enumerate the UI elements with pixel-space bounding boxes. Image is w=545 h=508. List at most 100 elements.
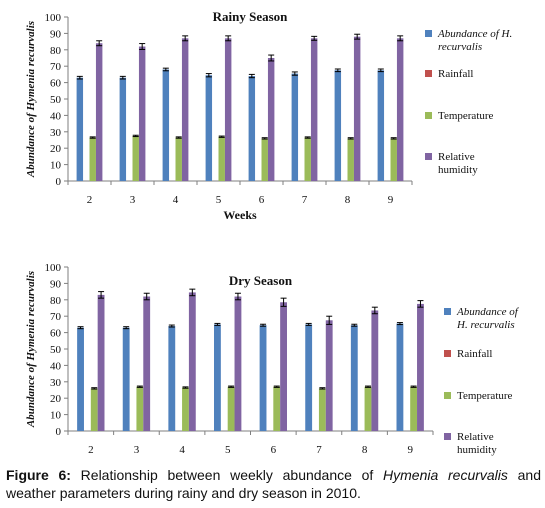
bar-4-week-3 [138,46,146,181]
bar-1-week-8 [350,325,358,431]
x-tick-label: 9 [407,444,413,456]
bar-3-week-3 [136,386,144,431]
y-tick-label: 30 [50,127,62,139]
bar-1-week-4 [168,326,176,431]
y-tick-label: 0 [56,426,62,438]
bar-3-week-9 [410,386,418,431]
y-tick-label: 70 [50,311,62,323]
x-tick-label: 2 [87,194,93,206]
y-tick-label: 20 [50,393,62,405]
chart-title: Dry Season [229,273,293,288]
legend-label: Rainfall [457,348,492,360]
bar-1-week-8 [334,70,342,181]
legend-label: Temperature [457,390,513,402]
legend-swatch [444,350,451,357]
x-tick-label: 9 [388,194,394,206]
bar-1-week-6 [259,325,267,431]
x-tick-label: 4 [173,194,179,206]
bar-3-week-7 [318,388,326,431]
y-tick-label: 60 [50,78,62,90]
bar-4-week-3 [143,296,151,431]
legend-swatch [425,153,432,160]
y-tick-label: 20 [50,143,62,155]
x-tick-label: 3 [130,194,136,206]
y-tick-label: 0 [56,176,62,188]
y-tick-label: 80 [50,45,62,57]
bar-1-week-6 [248,76,256,181]
caption-text-end: and weather parameters during rainy and … [6,467,541,501]
y-tick-label: 40 [50,360,62,372]
bar-1-week-2 [77,327,84,431]
y-tick-label: 90 [50,278,62,290]
bar-1-week-5 [205,75,213,181]
legend-label: Relative [438,151,475,163]
bar-3-week-5 [218,136,225,181]
y-axis-label: Abundance of Hymenia recurvalis [25,21,37,178]
bar-4-week-5 [224,38,232,181]
bar-1-week-9 [396,323,404,431]
bar-4-week-5 [234,296,242,431]
legend-label: H. recurvalis [456,319,515,331]
bar-1-week-5 [214,324,221,431]
y-tick-label: 40 [50,110,62,122]
x-axis-label: Weeks [223,208,257,222]
bar-4-week-4 [181,38,189,181]
bar-4-week-8 [353,36,361,182]
bar-1-week-7 [305,324,313,431]
chart-title: Rainy Season [213,9,289,24]
y-tick-label: 50 [50,344,62,356]
x-tick-label: 6 [259,194,265,206]
x-tick-label: 7 [302,194,308,206]
bar-4-week-2 [95,43,103,181]
legend-swatch [425,30,432,37]
chart-rainy: Rainy Season 0 10 20 30 40 50 60 70 80 90 100 Abunda… [25,9,512,222]
bar-4-week-7 [325,320,333,431]
y-tick-label: 70 [50,61,62,73]
legend-swatch [444,433,451,440]
x-tick-label: 6 [271,444,277,456]
bar-3-week-6 [273,386,281,431]
y-tick-label: 100 [45,262,62,274]
legend-swatch [425,70,432,77]
legend-label: Temperature [438,110,494,122]
legend-label: Abundance of [456,306,520,318]
y-axis-label: Abundance of Hymenia recurvalis [25,271,37,428]
legend-label: Relative [457,431,494,443]
y-tick-label: 10 [50,160,62,172]
y-tick-label: 30 [50,377,62,389]
figure-caption: Figure 6: Relationship between weekly ab… [6,466,541,502]
x-tick-label: 5 [225,444,231,456]
legend-label: humidity [457,444,497,456]
legend-swatch [425,112,432,119]
bar-1-week-3 [122,327,130,431]
y-tick-label: 100 [45,12,62,24]
bar-1-week-7 [291,73,299,181]
x-tick-label: 4 [179,444,185,456]
legend-label: Rainfall [438,68,473,80]
y-tick-label: 80 [50,295,62,307]
legend-label: Abundance of H. [437,28,512,40]
bar-4-week-9 [396,38,404,181]
caption-text-start: Relationship between weekly abundance of [70,467,384,483]
bar-4-week-6 [267,58,275,181]
bar-3-week-2 [90,388,98,431]
legend-label: recurvalis [438,41,482,53]
x-tick-label: 7 [316,444,322,456]
bar-3-week-7 [304,137,311,181]
caption-label: Figure 6: [6,467,71,483]
chart-dry: Dry Season 0 10 20 30 40 50 60 70 80 90 100 Abundanc… [25,262,520,456]
bar-3-week-9 [390,138,397,181]
bar-3-week-4 [175,137,182,181]
bar-3-week-4 [182,387,189,431]
bar-3-week-3 [132,135,139,181]
bar-1-week-2 [76,77,84,181]
bar-4-week-7 [310,38,318,181]
legend-swatch [444,392,451,399]
bar-1-week-9 [377,70,385,181]
y-tick-label: 90 [50,28,62,40]
bar-3-week-5 [227,386,235,431]
bar-3-week-2 [89,137,96,181]
bar-1-week-3 [119,77,127,181]
bar-4-week-2 [97,294,105,431]
